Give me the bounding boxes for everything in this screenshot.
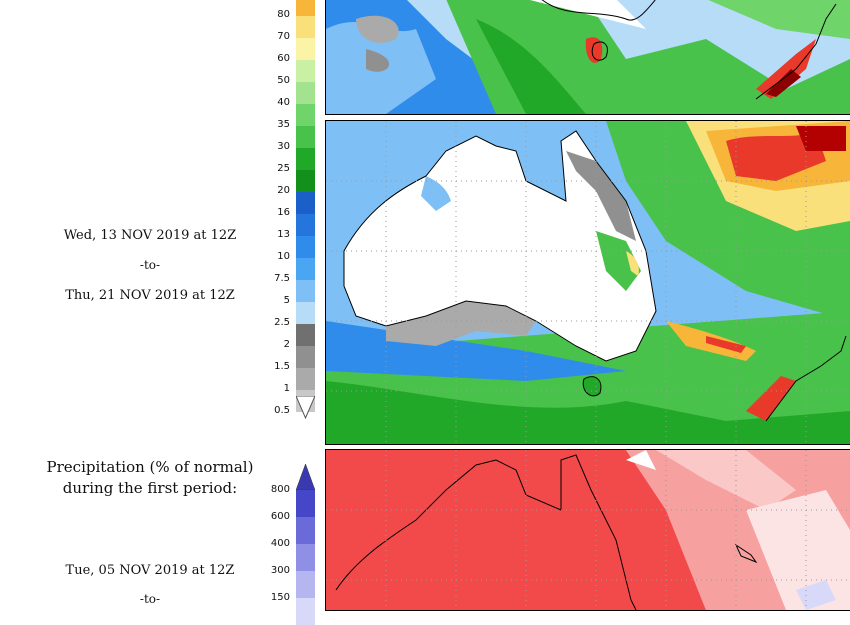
precip-map-panel-2 [325,120,850,445]
first-period-start-date: Tue, 05 NOV 2019 at 12Z [65,563,235,578]
precip-colorbar-tick-label: 7.5 [274,273,290,284]
precip-colorbar-tick-label: 2 [283,339,290,350]
period-separator: -to- [139,258,161,272]
precip-colorbar-segment [296,368,315,390]
precip-colorbar-segment [296,60,315,82]
precip-colorbar-segment [296,324,315,346]
precip-colorbar-tick-label: 0.5 [274,405,290,416]
precip-colorbar-tick-label: 2.5 [274,317,290,328]
precip-colorbar-segment [296,192,315,214]
precip-colorbar-tick-label: 20 [277,185,290,196]
precip-colorbar-segment [296,280,315,302]
precip-colorbar-segment [296,104,315,126]
precip-colorbar-tick-label: 40 [277,97,290,108]
precip-colorbar-tick-label: 60 [277,53,290,64]
percent-colorbar-tick-label: 150 [270,592,290,603]
precip-colorbar-tick-label: 25 [277,163,290,174]
percent-colorbar-segment [296,517,315,544]
precip-colorbar-segment [296,236,315,258]
precip-colorbar-tick-label: 70 [277,31,290,42]
precip-colorbar-tick-label: 13 [277,229,290,240]
percent-colorbar-segment [296,544,315,571]
precip-colorbar-segment [296,0,315,16]
period-start-date: Wed, 13 NOV 2019 at 12Z [63,228,237,243]
precip-colorbar-tick-label: 30 [277,141,290,152]
precip-colorbar-tick-label: 80 [277,9,290,20]
period-end-date: Thu, 21 NOV 2019 at 12Z [65,288,235,303]
precip-colorbar-segment [296,38,315,60]
colorbar-arrow-up [296,463,315,490]
precip-colorbar-segment [296,16,315,38]
precip-colorbar-segment [296,258,315,280]
percent-normal-title: Precipitation (% of normal) [46,458,254,476]
precip-colorbar-segment [296,214,315,236]
precip-colorbar-tick-label: 10 [277,251,290,262]
percent-normal-subtitle: during the first period: [62,479,238,497]
percent-colorbar-segment [296,490,315,517]
precip-colorbar-tick-label: 1.5 [274,361,290,372]
precip-colorbar-segment [296,170,315,192]
precip-map-panel-1 [325,0,850,115]
precip-colorbar-tick-label: 1 [283,383,290,394]
precip-colorbar-segment [296,346,315,368]
precip-colorbar-tick-label: 16 [277,207,290,218]
precip-colorbar-segment [296,148,315,170]
percent-normal-map-panel [325,449,850,611]
precip-colorbar-segment [296,302,315,324]
precip-colorbar-tick-label: 35 [277,119,290,130]
percent-colorbar-tick-label: 300 [270,565,290,576]
precip-colorbar [296,0,315,420]
precip-colorbar-segment [296,82,315,104]
precip-colorbar-tick-label: 50 [277,75,290,86]
precip-colorbar-segment [296,126,315,148]
percent-colorbar-tick-label: 800 [270,484,290,495]
colorbar-arrow-down [296,396,315,420]
percent-colorbar [296,462,315,625]
percent-colorbar-tick-label: 400 [270,538,290,549]
percent-colorbar-segment [296,598,315,625]
precip-colorbar-tick-label: 5 [283,295,290,306]
percent-colorbar-segment [296,571,315,598]
percent-colorbar-tick-label: 600 [270,511,290,522]
